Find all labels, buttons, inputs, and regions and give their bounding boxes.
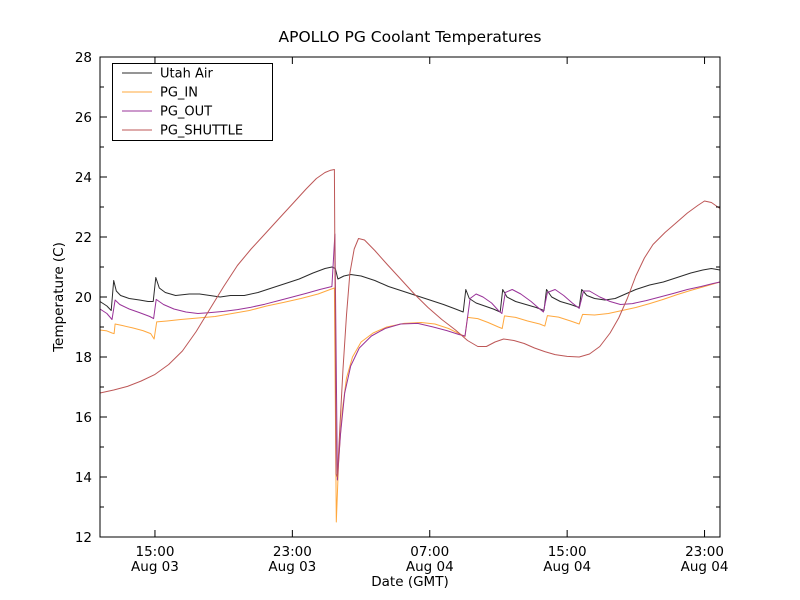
legend-label: PG_IN: [160, 86, 198, 101]
legend-box: [112, 63, 273, 141]
x-tick-label-date: Aug 04: [681, 559, 729, 575]
y-tick-label: 14: [75, 470, 92, 486]
series-lines: [99, 169, 721, 523]
x-tick-label-time: 15:00: [548, 544, 587, 560]
y-tick-label: 16: [75, 410, 92, 426]
legend: Utah Air PG_IN PG_OUT PG_SHUTTLE: [112, 63, 273, 141]
y-tick-label: 24: [75, 170, 92, 186]
series-line-pg-out: [99, 233, 721, 481]
y-tick-label: 18: [75, 350, 92, 366]
x-tick-label-date: Aug 04: [543, 559, 591, 575]
x-tick-label-date: Aug 04: [406, 559, 454, 575]
x-axis-label: Date (GMT): [371, 574, 448, 590]
chart-title: APOLLO PG Coolant Temperatures: [279, 28, 542, 46]
y-tick-label: 26: [75, 110, 92, 126]
x-tick-label-time: 23:00: [685, 544, 724, 560]
y-tick-label: 28: [75, 50, 92, 66]
x-tick-label-date: Aug 03: [268, 559, 316, 575]
legend-label: PG_OUT: [160, 105, 212, 120]
legend-label: Utah Air: [160, 67, 213, 82]
series-line-pg-shuttle: [99, 169, 721, 478]
x-tick-label-time: 23:00: [273, 544, 312, 560]
y-tick-label: 12: [75, 530, 92, 546]
axes-frame-and-ticks: [99, 56, 721, 538]
y-axis-label: Temperature (C): [51, 242, 67, 353]
x-tick-label-date: Aug 03: [131, 559, 179, 575]
y-tick-label: 22: [75, 230, 92, 246]
legend-label: PG_SHUTTLE: [160, 124, 243, 139]
x-tick-label-time: 15:00: [136, 544, 175, 560]
y-tick-label: 20: [75, 290, 92, 306]
x-tick-label-time: 07:00: [410, 544, 449, 560]
series-line-pg-in: [99, 281, 721, 523]
